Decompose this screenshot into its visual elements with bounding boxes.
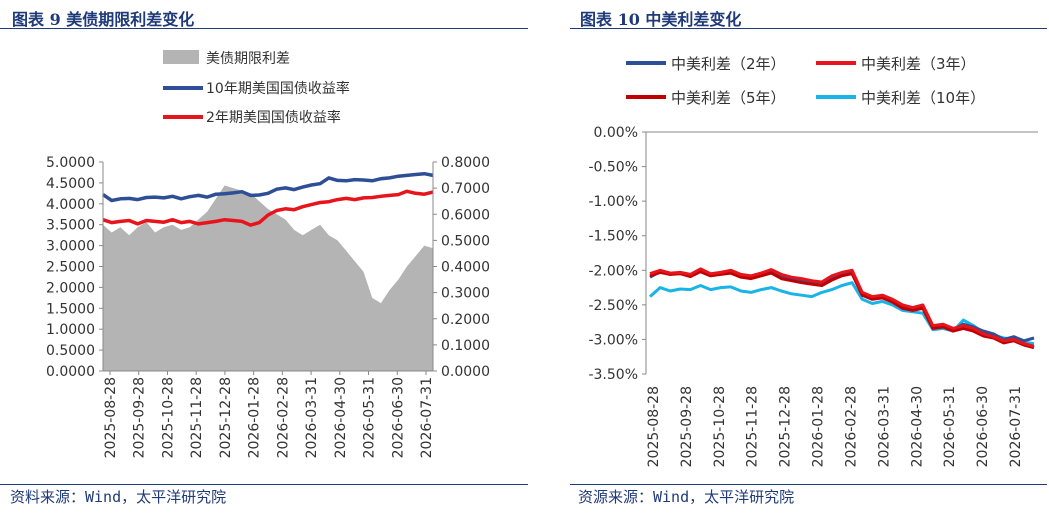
x-tick-label: 2025-10-28 (160, 377, 176, 458)
left-y-tick-label: 4.0000 (46, 197, 95, 213)
left-y-tick-label: 5.0000 (46, 155, 95, 171)
x-tick-label: 2025-10-28 (712, 386, 728, 467)
left-y-tick-label: 3.0000 (46, 239, 95, 255)
right-figure: 图表 10 中美利差变化 中美利差（2年） 中美利差（3年） 中美利差（5年） 中美利… (570, 0, 1049, 513)
legend-label: 中美利差（3年） (861, 55, 976, 73)
x-tick-label: 2026-04-30 (909, 386, 925, 467)
left-y-tick-label: 3.5000 (46, 218, 95, 234)
right-y-tick-label: 0.0000 (441, 364, 490, 380)
legend-label: 中美利差（2年） (671, 55, 786, 73)
x-tick-label: 2026-07-31 (419, 377, 435, 458)
legend-label: 中美利差（10年） (861, 89, 985, 107)
x-tick-label: 2026-05-31 (942, 386, 958, 467)
legend-label: 2年期美国国债收益率 (206, 109, 341, 126)
x-tick-label: 2025-09-28 (679, 386, 695, 467)
x-tick-label: 2025-11-28 (745, 386, 761, 467)
x-tick-label: 2026-02-28 (843, 386, 859, 467)
cn-us-spread-chart: 中美利差（2年） 中美利差（3年） 中美利差（5年） 中美利差（10年） 0.00% -0… (588, 55, 1038, 467)
right-y-tick-label: 0.5000 (441, 233, 490, 249)
left-y-tick-label: 1.0000 (46, 322, 95, 338)
left-y-tick-label: 0.0000 (46, 364, 95, 380)
x-tick-label: 2026-01-28 (247, 377, 263, 458)
spread-chart: 美债期限利差 10年期美国国债收益率 2年期美国国债收益率 0.0000 0.5000 1… (46, 50, 490, 458)
left-y-tick-label: 1.5000 (46, 301, 95, 317)
left-y-tick-label: 0.5000 (46, 343, 95, 359)
legend-label: 中美利差（5年） (671, 89, 786, 107)
x-tick-label: 2025-12-28 (778, 386, 794, 467)
x-tick-label: 2025-11-28 (189, 377, 205, 458)
y-tick-label: -2.50% (588, 298, 638, 314)
left-y-tick-label: 4.5000 (46, 176, 95, 192)
source-note: 资料来源：Wind，太平洋研究院 (10, 488, 227, 506)
cn-us-spread-10y-line (649, 281, 1035, 346)
y-tick-label: -1.50% (588, 229, 638, 245)
title-rule (0, 28, 528, 29)
figure-title: 图表 9 美债期限利差变化 (12, 10, 195, 29)
x-tick-label: 2025-08-28 (103, 377, 119, 458)
right-y-tick-label: 0.7000 (441, 181, 490, 197)
y-tick-label: -2.00% (588, 263, 638, 279)
legend-label: 美债期限利差 (206, 51, 290, 67)
right-y-tick-label: 0.4000 (441, 260, 490, 276)
legend-label: 10年期美国国债收益率 (206, 80, 350, 97)
figure-title: 图表 10 中美利差变化 (580, 10, 742, 29)
right-y-tick-label: 0.6000 (441, 207, 490, 223)
left-y-tick-label: 2.0000 (46, 280, 95, 296)
source-rule (570, 484, 1047, 485)
x-tick-label: 2026-02-28 (275, 377, 291, 458)
x-tick-label: 2025-09-28 (132, 377, 148, 458)
right-y-tick-label: 0.2000 (441, 312, 490, 328)
y-tick-label: -0.50% (588, 160, 638, 176)
source-note: 资源来源：Wind，太平洋研究院 (578, 488, 795, 506)
y-tick-label: -3.50% (588, 367, 638, 383)
left-figure: 图表 9 美债期限利差变化 美债期限利差 10年期美国国债收益率 2年期美国国债收益… (0, 10, 528, 506)
x-tick-label: 2026-04-30 (333, 377, 349, 458)
y-tick-label: 0.00% (594, 125, 638, 141)
x-tick-label: 2026-06-30 (390, 377, 406, 458)
y-tick-label: -3.00% (588, 332, 638, 348)
title-rule (570, 28, 1047, 29)
x-tick-label: 2026-05-31 (362, 377, 378, 458)
right-y-tick-label: 0.8000 (441, 155, 490, 171)
cn-us-spread-3y-line (649, 267, 1035, 348)
right-y-tick-label: 0.1000 (441, 338, 490, 354)
x-tick-label: 2026-03-31 (876, 386, 892, 467)
x-tick-label: 2026-03-31 (304, 377, 320, 458)
right-y-tick-label: 0.3000 (441, 286, 490, 302)
x-tick-label: 2025-08-28 (646, 386, 662, 467)
x-tick-label: 2025-12-28 (218, 377, 234, 458)
x-tick-label: 2026-07-31 (1008, 386, 1024, 467)
term-spread-area (103, 185, 433, 371)
us2y-yield-line (102, 189, 434, 227)
source-rule (0, 484, 528, 485)
x-tick-label: 2026-06-30 (975, 386, 991, 467)
legend-swatch-area (163, 50, 199, 64)
x-tick-label: 2026-01-28 (811, 386, 827, 467)
cn-us-spread-5y-line (649, 270, 1035, 350)
us10y-yield-line (102, 171, 434, 203)
y-tick-label: -1.00% (588, 194, 638, 210)
left-y-tick-label: 2.5000 (46, 260, 95, 276)
